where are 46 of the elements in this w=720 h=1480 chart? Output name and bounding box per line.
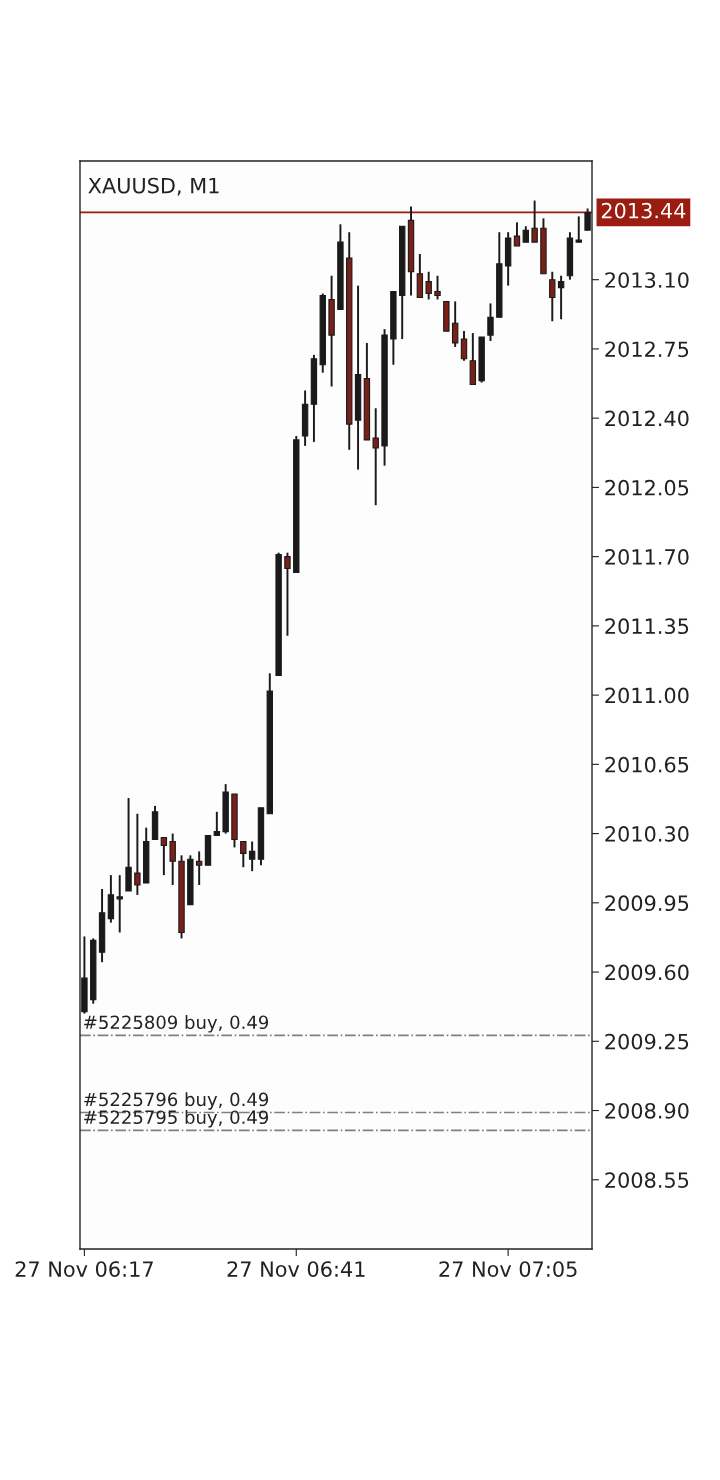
y-tick-label: 2009.60 <box>605 964 689 981</box>
candlestick <box>213 810 221 837</box>
candlestick <box>134 812 141 896</box>
candlestick <box>451 300 459 348</box>
candlestick <box>531 199 538 244</box>
ref-line-label: #5225796 buy, 0.49 <box>84 1092 269 1110</box>
y-tick-label: 2012.05 <box>605 479 689 496</box>
x-tick-label: 27 Nov 07:05 <box>439 1261 577 1277</box>
y-tick-label: 2012.40 <box>605 410 689 427</box>
y-tick-label: 2009.95 <box>605 895 689 912</box>
candlestick <box>469 332 477 386</box>
y-tick-label: 2013.10 <box>605 272 689 288</box>
candlestick <box>549 270 556 323</box>
y-tick-label: 2010.30 <box>605 826 689 842</box>
candlestick <box>487 302 494 342</box>
candlestick <box>425 270 432 301</box>
candlestick <box>160 836 168 877</box>
ref-line-label: #5225795 buy, 0.49 <box>84 1110 269 1128</box>
y-tick-label: 2011.00 <box>605 687 689 704</box>
candlestick <box>284 551 291 637</box>
y-tick-label: 2011.35 <box>605 618 689 635</box>
candlestick <box>557 274 565 321</box>
y-tick-label: 2008.90 <box>605 1102 689 1119</box>
x-tick-label: 27 Nov 06:41 <box>227 1261 365 1277</box>
y-tick-label: 2009.25 <box>605 1033 689 1050</box>
y-tick-label: 2012.75 <box>605 341 689 358</box>
candlestick <box>416 253 424 299</box>
candlestick <box>116 874 123 934</box>
y-tick-label: 2010.65 <box>605 756 689 773</box>
candlestick <box>169 832 176 886</box>
y-tick-label: 2011.70 <box>605 549 689 565</box>
candlestick <box>575 215 582 244</box>
candlestick <box>195 850 203 886</box>
text: XAUUSD, M1 <box>88 177 219 196</box>
candlestick <box>513 221 521 248</box>
y-tick-label: 2008.55 <box>605 1172 689 1188</box>
candlestick <box>372 407 379 507</box>
candlestick <box>107 874 115 924</box>
candlestick <box>125 797 132 892</box>
candlestick <box>460 330 468 362</box>
candlestick <box>248 840 256 873</box>
x-tick-label: 27 Nov 06:17 <box>15 1261 153 1277</box>
ref-line-label: #5225809 buy, 0.49 <box>84 1015 269 1033</box>
ref-line-label: 2013.44 <box>601 202 686 219</box>
candlestick <box>240 840 247 869</box>
candlestick <box>434 274 441 301</box>
